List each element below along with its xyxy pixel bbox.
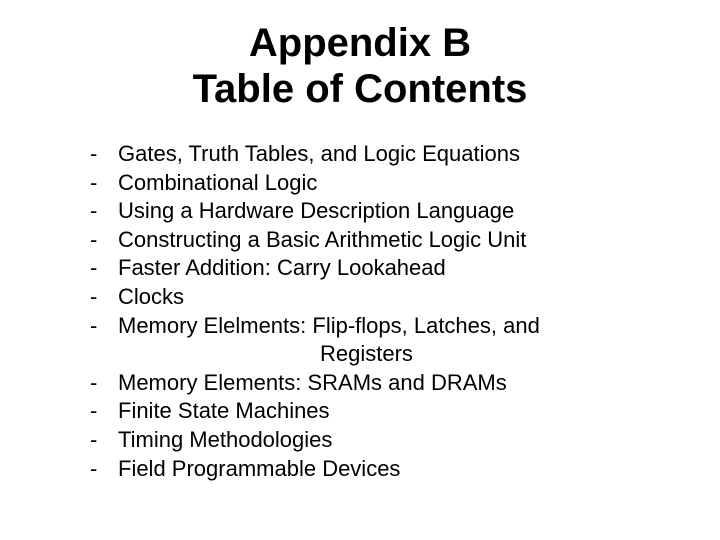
toc-item: - Timing Methodologies (90, 426, 670, 455)
bullet-icon: - (90, 455, 118, 484)
toc-item-text: Using a Hardware Description Language (118, 197, 670, 226)
bullet-icon: - (90, 169, 118, 198)
bullet-icon: - (90, 397, 118, 426)
title-block: Appendix B Table of Contents (50, 20, 670, 112)
toc-item: - Field Programmable Devices (90, 455, 670, 484)
toc-item: - Using a Hardware Description Language (90, 197, 670, 226)
bullet-icon: - (90, 226, 118, 255)
toc-item-text: Faster Addition: Carry Lookahead (118, 254, 670, 283)
toc-item-text: Memory Elements: SRAMs and DRAMs (118, 369, 670, 398)
toc-item: - Faster Addition: Carry Lookahead (90, 254, 670, 283)
toc-item-text: Constructing a Basic Arithmetic Logic Un… (118, 226, 670, 255)
bullet-icon: - (90, 312, 118, 341)
toc-item-text: Field Programmable Devices (118, 455, 670, 484)
bullet-icon: - (90, 254, 118, 283)
toc-item: - Constructing a Basic Arithmetic Logic … (90, 226, 670, 255)
toc-item: - Memory Elements: SRAMs and DRAMs (90, 369, 670, 398)
title-line-2: Table of Contents (50, 66, 670, 112)
bullet-icon: - (90, 369, 118, 398)
toc-item-text: Memory Elelments: Flip-flops, Latches, a… (118, 312, 670, 341)
toc-item: - Gates, Truth Tables, and Logic Equatio… (90, 140, 670, 169)
toc-list: - Gates, Truth Tables, and Logic Equatio… (50, 140, 670, 483)
title-line-1: Appendix B (50, 20, 670, 66)
bullet-icon: - (90, 426, 118, 455)
toc-item-text: Timing Methodologies (118, 426, 670, 455)
toc-item-text: Clocks (118, 283, 670, 312)
toc-item-text: Gates, Truth Tables, and Logic Equations (118, 140, 670, 169)
toc-item-continuation: Registers (90, 340, 670, 369)
bullet-icon: - (90, 140, 118, 169)
bullet-icon: - (90, 197, 118, 226)
bullet-icon: - (90, 283, 118, 312)
toc-item: - Memory Elelments: Flip-flops, Latches,… (90, 312, 670, 341)
toc-item-text: Finite State Machines (118, 397, 670, 426)
toc-item-text: Combinational Logic (118, 169, 670, 198)
toc-item: - Finite State Machines (90, 397, 670, 426)
toc-item: - Clocks (90, 283, 670, 312)
toc-item: - Combinational Logic (90, 169, 670, 198)
